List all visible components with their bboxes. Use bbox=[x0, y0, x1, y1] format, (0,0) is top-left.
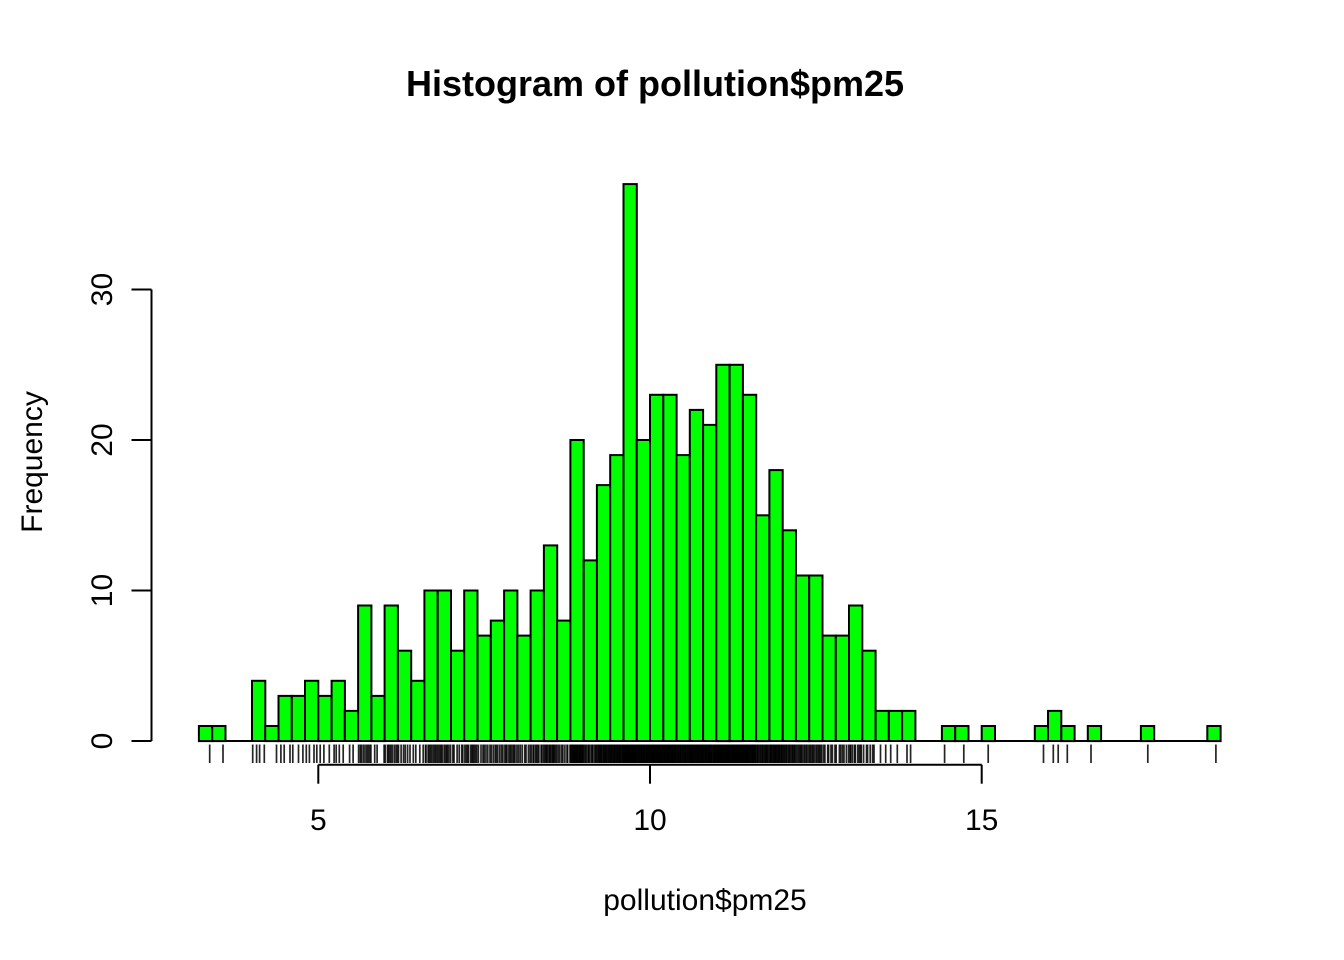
histogram-bar bbox=[251, 679, 267, 742]
histogram-bar bbox=[529, 589, 545, 742]
histogram-bar bbox=[1033, 725, 1050, 743]
histogram-bar bbox=[463, 589, 479, 742]
histogram-bar bbox=[1206, 725, 1222, 743]
histogram-bar bbox=[277, 694, 293, 743]
histogram-bar bbox=[396, 649, 413, 743]
histogram-bar bbox=[556, 619, 572, 742]
histogram-bar bbox=[383, 604, 399, 742]
histogram-bar bbox=[1086, 725, 1103, 743]
y-axis-tick-label: 0 bbox=[86, 733, 119, 750]
histogram-bar bbox=[1060, 725, 1076, 743]
x-axis-tick-label: 10 bbox=[633, 804, 666, 837]
histogram-bar bbox=[688, 408, 705, 742]
y-axis-tick-label: 20 bbox=[86, 423, 119, 456]
histogram-bar bbox=[781, 529, 798, 742]
histogram-bar bbox=[728, 363, 744, 743]
histogram-bar bbox=[861, 649, 877, 743]
histogram-bar bbox=[662, 393, 678, 742]
histogram-bar bbox=[715, 363, 731, 743]
histogram-bar bbox=[330, 679, 346, 742]
histogram-bar bbox=[489, 619, 506, 742]
histogram-bar bbox=[542, 544, 559, 743]
x-axis-tick-label: 15 bbox=[965, 804, 998, 837]
histogram-bar bbox=[768, 469, 784, 742]
histogram-bar bbox=[370, 694, 386, 743]
histogram-bar bbox=[821, 634, 837, 742]
x-axis-group: 5 10 15 bbox=[310, 763, 998, 837]
histogram-bar bbox=[609, 454, 625, 742]
histogram-bar bbox=[808, 574, 824, 743]
histogram-bar bbox=[901, 709, 917, 743]
histogram-bar bbox=[595, 484, 612, 742]
histogram-bar bbox=[649, 393, 665, 742]
histogram-bar bbox=[197, 725, 214, 743]
histogram-bar bbox=[423, 589, 439, 742]
y-axis-group: 0 10 20 30 bbox=[86, 273, 153, 750]
chart-title: Histogram of pollution$pm25 bbox=[406, 63, 904, 104]
histogram-bar bbox=[635, 439, 652, 742]
y-axis-label: Frequency bbox=[16, 391, 49, 533]
histogram-bar bbox=[476, 634, 492, 742]
histogram-bar bbox=[675, 454, 691, 742]
histogram-bar bbox=[940, 725, 957, 743]
histogram-bar bbox=[702, 423, 718, 742]
y-axis-tick-label: 10 bbox=[86, 574, 119, 607]
x-axis-label: pollution$pm25 bbox=[603, 884, 806, 917]
histogram-bars-group bbox=[197, 183, 1222, 743]
histogram-bar bbox=[834, 634, 851, 742]
y-axis-tick-label: 30 bbox=[86, 273, 119, 306]
histogram-bar bbox=[410, 679, 426, 742]
rug-plot-group bbox=[208, 744, 1217, 763]
histogram-bar bbox=[794, 574, 811, 743]
histogram-bar bbox=[874, 709, 890, 743]
histogram-bar bbox=[755, 514, 771, 743]
histogram-bar bbox=[980, 725, 997, 743]
histogram-bar bbox=[264, 725, 280, 743]
histogram-bar bbox=[357, 604, 373, 742]
histogram-bar bbox=[848, 604, 864, 742]
x-axis-tick-label: 5 bbox=[310, 804, 327, 837]
histogram-bar bbox=[343, 709, 360, 743]
histogram-bar bbox=[436, 589, 453, 742]
histogram-bar bbox=[211, 725, 227, 743]
histogram-bar bbox=[954, 725, 970, 743]
histogram-bar bbox=[503, 589, 519, 742]
histogram-bar bbox=[317, 694, 333, 743]
histogram-bar bbox=[887, 709, 904, 743]
histogram-bar bbox=[741, 393, 758, 742]
histogram-bar bbox=[516, 634, 532, 742]
histogram-bar bbox=[304, 679, 320, 742]
histogram-bar bbox=[450, 649, 466, 743]
histogram-bar bbox=[582, 559, 599, 743]
histogram-bar bbox=[1139, 725, 1156, 743]
histogram-bar bbox=[1047, 709, 1063, 743]
histogram-bar bbox=[622, 183, 638, 743]
histogram-bar bbox=[290, 694, 307, 743]
histogram-bar bbox=[569, 439, 585, 742]
